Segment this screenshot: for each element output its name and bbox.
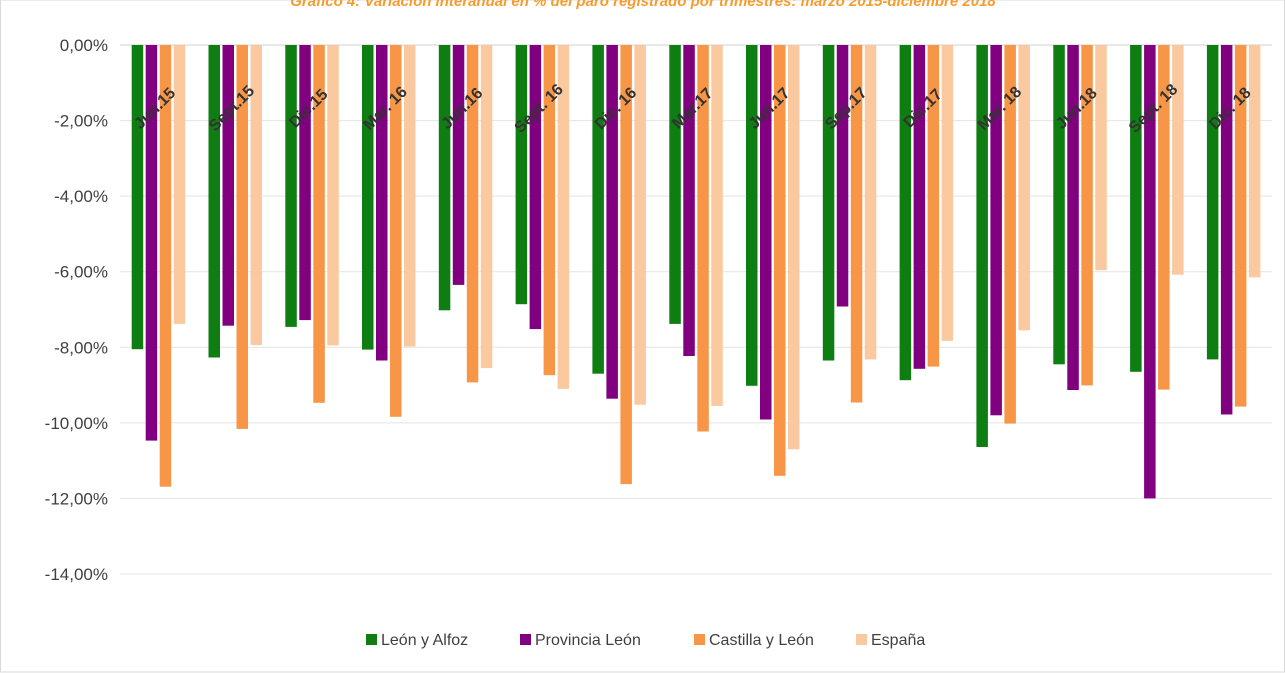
chart-title: Gráfico 4: Variación interanual en % del… [290, 0, 996, 10]
y-tick-label: -4,00% [54, 187, 108, 206]
bar [746, 45, 758, 386]
bar [159, 45, 172, 487]
bar [250, 45, 262, 345]
bar [836, 45, 849, 307]
bar [899, 45, 912, 381]
bar [327, 45, 339, 346]
legend-label: Provincia León [535, 632, 641, 649]
bar [543, 45, 556, 376]
bar [1004, 45, 1016, 424]
bar [1018, 45, 1030, 331]
legend-swatch [856, 634, 867, 645]
bar [1067, 45, 1079, 390]
bar [927, 45, 940, 367]
bar [976, 45, 988, 447]
bar [404, 45, 416, 347]
legend-swatch [520, 634, 531, 645]
bar [515, 45, 528, 305]
y-tick-label: -8,00% [54, 338, 108, 357]
bar [1158, 45, 1170, 390]
series-bars [173, 45, 1261, 450]
series-bars [145, 45, 1233, 499]
legend-label: León y Alfoz [381, 632, 468, 649]
bar [236, 45, 248, 429]
gridlines [120, 44, 1272, 575]
bar [390, 45, 402, 417]
bar [1053, 45, 1065, 365]
y-tick-label: -12,00% [45, 489, 108, 508]
bar [466, 45, 479, 383]
bar [173, 45, 186, 324]
legend-label: Castilla y León [709, 632, 814, 649]
bar [529, 45, 542, 330]
legend-label: España [871, 632, 925, 649]
bar [606, 45, 618, 399]
bar [592, 45, 604, 374]
bar [697, 45, 709, 432]
bar [1081, 45, 1093, 386]
bar [711, 45, 723, 406]
bar [941, 45, 954, 341]
y-tick-label: -6,00% [54, 263, 108, 282]
bar [990, 45, 1002, 416]
bar [669, 45, 681, 324]
bar [913, 45, 926, 369]
bar [131, 45, 144, 350]
y-tick-label: 0,00% [60, 36, 108, 55]
y-tick-label: -10,00% [45, 414, 108, 433]
bar [1130, 45, 1142, 372]
bar [285, 45, 297, 327]
bar [1248, 45, 1261, 278]
bar [1172, 45, 1184, 275]
bar [299, 45, 311, 321]
bar [683, 45, 695, 356]
bar [1234, 45, 1247, 407]
bar [452, 45, 465, 285]
bar [480, 45, 493, 369]
bar [864, 45, 877, 360]
bar [822, 45, 835, 361]
bar [1220, 45, 1233, 415]
bar [774, 45, 786, 476]
bar [376, 45, 388, 361]
bar [620, 45, 632, 485]
legend: León y Alfoz Provincia León Castilla y Leó… [366, 632, 925, 649]
bar [145, 45, 158, 441]
bar [208, 45, 220, 358]
y-axis-tick-labels: 0,00% -2,00% -4,00% -6,00% -8,00% -10,00% -12,… [45, 36, 108, 584]
bar [788, 45, 800, 450]
bar [1144, 45, 1156, 499]
bar [362, 45, 374, 350]
bar [634, 45, 646, 405]
series-bars [159, 45, 1247, 487]
bar [1095, 45, 1107, 271]
y-tick-label: -2,00% [54, 112, 108, 131]
bar [1206, 45, 1219, 360]
bar [438, 45, 451, 311]
bar [222, 45, 234, 326]
bar [557, 45, 570, 389]
bars [131, 45, 1261, 499]
series-bars [131, 45, 1219, 447]
bar [850, 45, 863, 403]
bar [760, 45, 772, 420]
y-tick-label: -14,00% [45, 565, 108, 584]
bar [313, 45, 325, 403]
legend-swatch [366, 634, 377, 645]
legend-swatch [694, 634, 705, 645]
